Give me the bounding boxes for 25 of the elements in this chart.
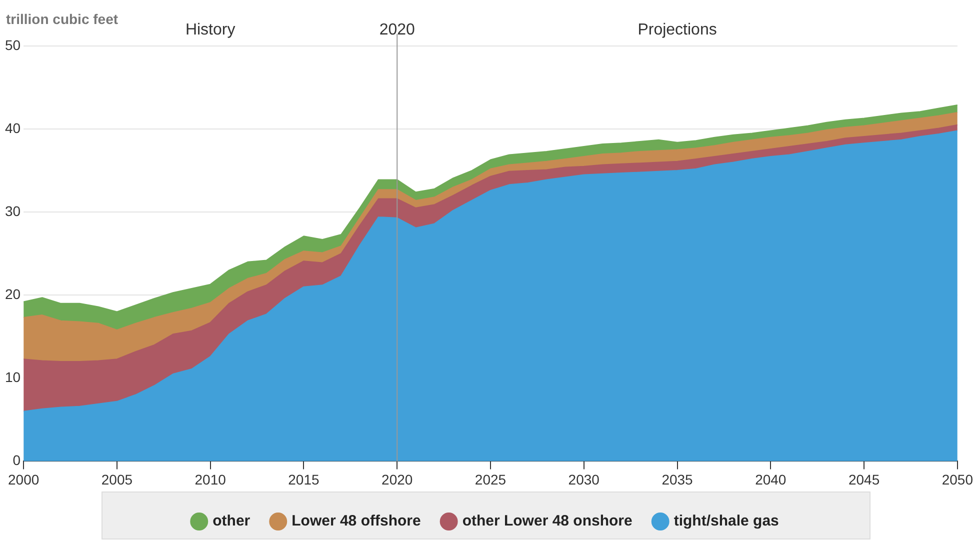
x-tick-label: 2040 xyxy=(755,471,786,488)
text: Projections xyxy=(638,21,717,38)
x-tick-label: 2045 xyxy=(848,471,880,488)
text: History xyxy=(185,21,236,38)
x-tick-label: 2025 xyxy=(474,471,506,488)
y-tick-label: 50 xyxy=(4,36,21,53)
x-tick-label: 2050 xyxy=(942,471,974,488)
x-tick-label: 2030 xyxy=(568,471,600,488)
legend-label: Lower 48 offshore xyxy=(292,512,421,530)
legend-label: tight/shale gas xyxy=(674,512,779,530)
y-tick-label: 40 xyxy=(4,120,21,136)
x-tick-label: 2015 xyxy=(288,471,320,488)
x-tick-label: 2010 xyxy=(194,471,226,488)
legend-label: other Lower 48 onshore xyxy=(462,512,632,530)
x-tick-label: 2035 xyxy=(662,471,694,488)
ref-line-label: 2020 xyxy=(379,21,416,38)
y-axis-title: trillion cubic feet xyxy=(6,10,118,27)
y-tick-label: 10 xyxy=(4,369,21,386)
x-tick-label: 2005 xyxy=(101,471,133,488)
x-tick-label: 2020 xyxy=(382,471,413,488)
x-tick-label: 2000 xyxy=(8,471,40,488)
legend-label: other xyxy=(212,512,250,530)
y-tick-label: 20 xyxy=(4,286,21,302)
y-tick-label: 0 xyxy=(12,452,21,468)
y-tick-label: 30 xyxy=(4,202,21,219)
